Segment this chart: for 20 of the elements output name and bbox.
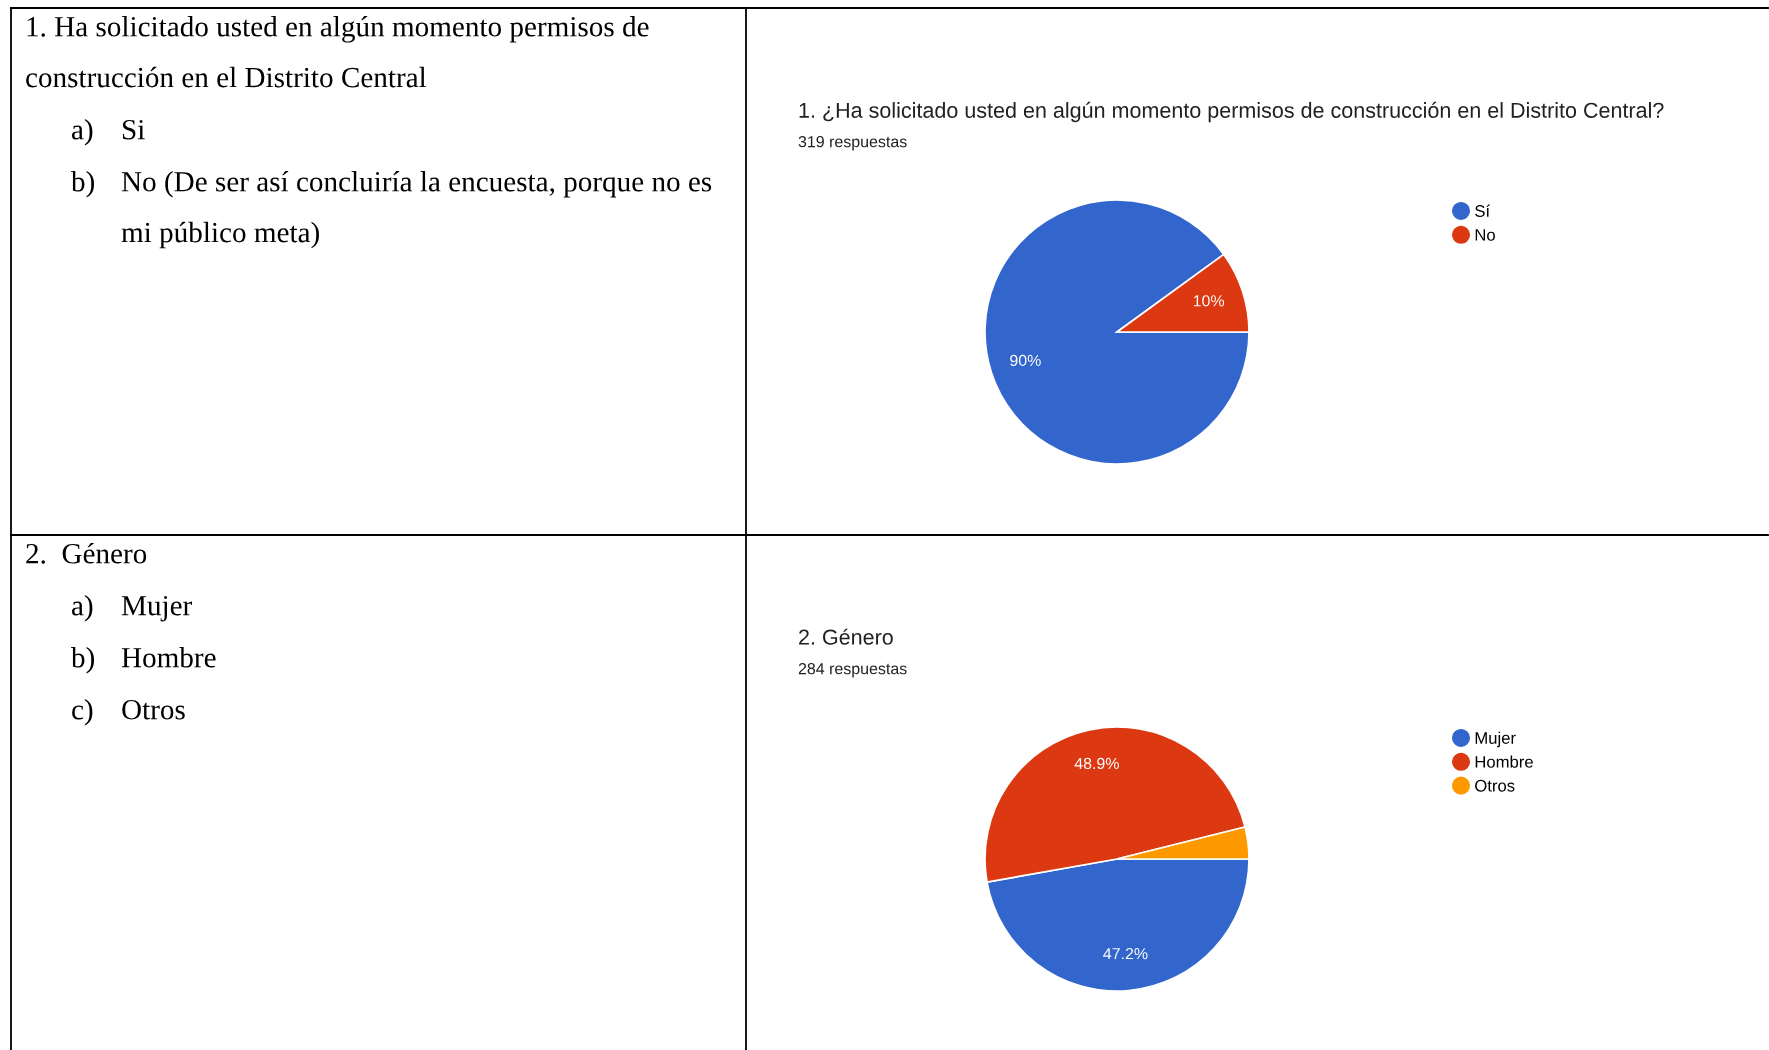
data-label: 47.2% <box>1103 947 1148 960</box>
data-label: 48.9% <box>1074 757 1119 770</box>
pie-slice <box>984 199 1250 465</box>
text: a) Mujer <box>72 595 193 622</box>
chart-title: 2. Género <box>799 628 893 645</box>
text: b) No (De ser así concluiría la encuesta, porque no es mi público meta) <box>71 171 712 249</box>
legend-label: Hombre <box>1475 755 1533 768</box>
data-label: 90% <box>1010 354 1041 367</box>
data-label: 10% <box>1193 295 1225 307</box>
chart-title: 1. ¿Ha solicitado usted en algún momento permisos de construcción en el Distrito Central? <box>799 101 1664 123</box>
text: 319 respuestas <box>798 135 907 151</box>
legend-label: Otros <box>1475 779 1515 792</box>
text: 284 respuestas <box>798 662 907 678</box>
text: b) Hombre <box>71 647 216 674</box>
legend-label: Sí <box>1475 204 1491 217</box>
legend-label: No <box>1475 229 1495 241</box>
text: c) Otros <box>72 699 185 726</box>
text: a) Si <box>72 119 145 146</box>
text: 2. Género <box>26 542 147 564</box>
legend-label: Mujer <box>1475 731 1516 748</box>
